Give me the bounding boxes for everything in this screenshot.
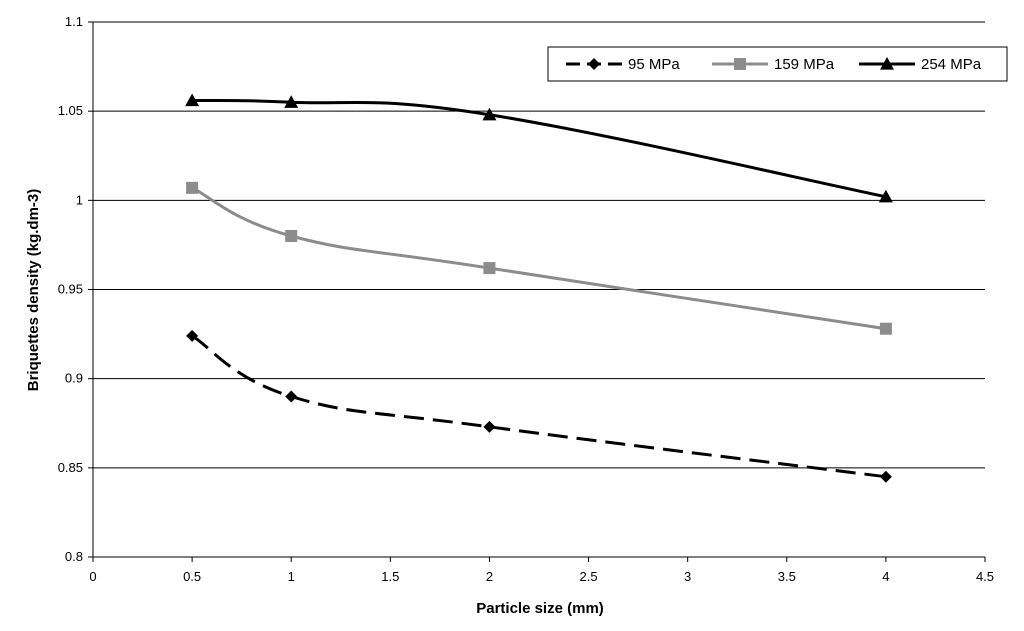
x-axis-title: Particle size (mm) — [476, 600, 604, 617]
data-point-95-mpa — [186, 329, 199, 342]
x-tick-label: 1.5 — [381, 569, 399, 584]
data-point-159-mpa — [186, 181, 199, 194]
data-point-254-mpa — [185, 93, 200, 107]
y-tick-label: 0.95 — [58, 282, 83, 297]
x-tick-label: 0.5 — [183, 569, 201, 584]
x-tick-label: 4.5 — [976, 569, 994, 584]
series-line-254-mpa — [192, 98, 887, 199]
legend-label-254-mpa: 254 MPa — [921, 56, 982, 73]
x-tick-label: 3.5 — [778, 569, 796, 584]
series-95-mpa — [186, 329, 892, 483]
y-tick-label: 1.1 — [65, 14, 83, 29]
legend-label-95-mpa: 95 MPa — [628, 56, 680, 73]
legend-label-159-mpa: 159 MPa — [774, 56, 835, 73]
data-point-159-mpa — [285, 230, 298, 242]
series-group — [185, 93, 893, 483]
x-tick-label: 1 — [288, 569, 295, 584]
legend: 95 MPa 159 MPa 254 MPa — [547, 46, 1008, 82]
legend-item-254-mpa: 254 MPa — [859, 56, 982, 73]
data-point-159-mpa — [879, 322, 892, 335]
x-tick-label: 2 — [486, 569, 493, 584]
x-tick-label: 0 — [89, 569, 96, 584]
x-tick-label: 4 — [882, 569, 889, 584]
legend-item-159-mpa: 159 MPa — [712, 56, 835, 73]
gridlines — [93, 21, 985, 469]
legend-marker-95-mpa — [588, 58, 600, 70]
data-point-95-mpa — [879, 470, 892, 483]
data-point-95-mpa — [483, 420, 496, 433]
y-axis-ticks: 0.8 0.85 0.9 0.95 1 1.05 1.1 — [58, 14, 93, 564]
series-254-mpa — [185, 93, 893, 203]
series-159-mpa — [186, 181, 892, 335]
y-axis-title: Briquettes density (kg.dm-3) — [25, 189, 42, 392]
data-point-254-mpa — [878, 189, 893, 203]
data-point-95-mpa — [285, 390, 298, 403]
x-axis-ticks: 0 0.5 1 1.5 2 2.5 3 3.5 4 4.5 — [89, 557, 994, 584]
x-tick-label: 3 — [684, 569, 691, 584]
data-point-159-mpa — [483, 262, 496, 275]
x-tick-label: 2.5 — [580, 569, 598, 584]
series-line-95-mpa — [191, 334, 887, 479]
legend-marker-159-mpa — [734, 58, 746, 70]
y-tick-label: 0.9 — [65, 371, 83, 386]
legend-box — [547, 46, 1008, 82]
y-tick-label: 1.05 — [58, 103, 83, 118]
series-line-159-mpa — [191, 186, 887, 331]
legend-item-95-mpa: 95 MPa — [566, 56, 680, 73]
y-tick-label: 1 — [76, 192, 83, 207]
legend-marker-254-mpa — [880, 57, 894, 70]
y-tick-label: 0.8 — [65, 549, 83, 564]
data-point-254-mpa — [482, 107, 497, 121]
data-point-254-mpa — [284, 95, 299, 108]
y-tick-label: 0.85 — [58, 460, 83, 475]
